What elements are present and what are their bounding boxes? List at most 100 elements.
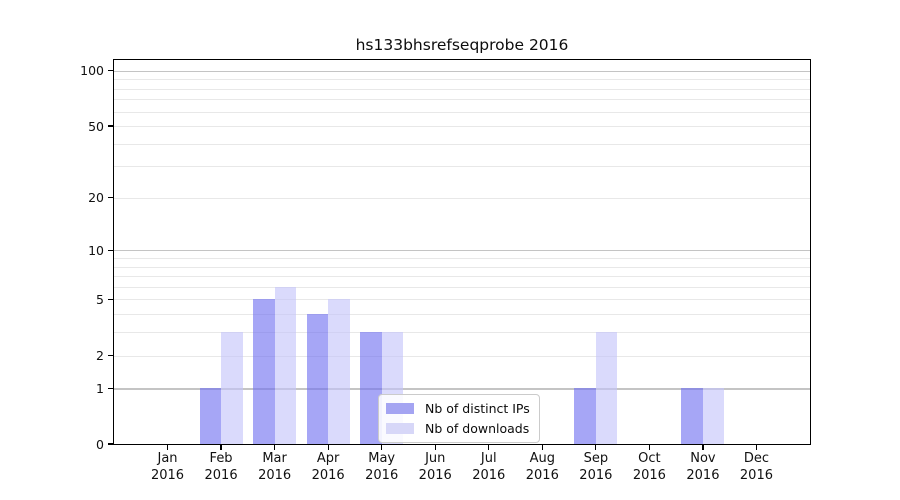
y-axis-tick: [108, 298, 113, 300]
x-tick-year: 2016: [258, 467, 292, 483]
x-axis-tick: [166, 445, 169, 450]
major-gridline: [114, 388, 810, 390]
x-tick-year: 2016: [525, 467, 559, 483]
x-axis-tick: [755, 445, 758, 450]
x-tick-month: May: [368, 451, 396, 466]
bar-distinct-ips-feb: [199, 388, 222, 444]
minor-gridline: [114, 88, 810, 90]
minor-gridline: [114, 276, 810, 278]
minor-gridline: [114, 332, 810, 334]
bar-downloads-feb: [221, 332, 243, 444]
minor-gridline: [114, 286, 810, 288]
legend-label-distinct-ips: Nb of distinct IPs: [425, 401, 530, 416]
bar-distinct-ips-apr: [306, 314, 329, 444]
x-axis-tick-label: Sep 2016: [556, 451, 636, 484]
x-axis-tick-label: Dec 2016: [716, 451, 796, 484]
x-axis-tick-label: Mar 2016: [235, 451, 315, 484]
x-axis-tick: [488, 445, 490, 450]
legend-swatch-distinct-ips: [386, 403, 414, 414]
x-axis-tick-label: Oct 2016: [609, 451, 689, 484]
x-axis-tick: [648, 445, 650, 450]
major-gridline: [114, 250, 810, 252]
x-axis-tick-label: Feb 2016: [181, 451, 261, 484]
x-tick-month: Jan: [157, 451, 178, 466]
x-tick-month: Jul: [480, 451, 497, 466]
y-axis-tick: [108, 197, 113, 199]
x-axis-tick: [274, 445, 276, 450]
x-axis-tick-label: Apr 2016: [288, 451, 368, 484]
x-tick-year: 2016: [686, 467, 720, 483]
x-axis-tick: [327, 445, 329, 450]
minor-gridline: [114, 266, 810, 268]
y-axis-tick: [108, 125, 113, 127]
x-tick-month: Feb: [209, 451, 233, 466]
x-axis-tick: [381, 445, 383, 450]
x-tick-year: 2016: [632, 467, 666, 483]
bar-downloads-nov: [702, 388, 725, 444]
x-tick-month: Jun: [425, 451, 446, 466]
x-tick-year: 2016: [579, 467, 613, 483]
x-tick-month: Oct: [638, 451, 661, 466]
legend-entry-downloads: Nb of downloads: [386, 420, 530, 437]
bar-distinct-ips-may: [360, 332, 382, 444]
x-tick-year: 2016: [150, 467, 185, 483]
minor-gridline: [114, 355, 810, 357]
y-axis-tick-label: 0: [96, 436, 104, 452]
minor-gridline: [114, 314, 810, 316]
minor-gridline: [114, 99, 810, 101]
x-tick-year: 2016: [204, 467, 238, 483]
bar-distinct-ips-nov: [681, 388, 703, 444]
y-axis-tick: [108, 354, 113, 357]
minor-gridline: [114, 126, 810, 128]
x-tick-month: Dec: [743, 451, 770, 466]
y-axis-tick: [108, 387, 113, 389]
major-gridline: [114, 70, 810, 72]
minor-gridline: [114, 197, 810, 199]
x-axis-tick-label: Nov 2016: [663, 451, 743, 484]
y-axis-tick-label: 1: [96, 380, 104, 396]
y-axis-tick-label: 50: [88, 118, 104, 134]
minor-gridline: [114, 79, 810, 81]
bar-downloads-sep: [595, 332, 618, 444]
y-axis-tick-label: 2: [96, 348, 104, 364]
x-axis-tick-label: Jan 2016: [128, 451, 208, 484]
plot-area: Nb of distinct IPs Nb of downloads: [112, 58, 812, 446]
y-axis-tick: [108, 70, 113, 72]
x-tick-month: Sep: [583, 451, 609, 466]
minor-gridline: [114, 258, 810, 259]
y-axis-tick: [108, 443, 113, 445]
legend-entry-distinct-ips: Nb of distinct IPs: [386, 400, 530, 417]
x-axis-tick: [220, 445, 222, 450]
bar-distinct-ips-sep: [574, 388, 596, 444]
y-axis-tick-label: 10: [88, 242, 104, 258]
minor-gridline: [114, 299, 810, 301]
x-tick-year: 2016: [472, 467, 506, 483]
minor-gridline: [114, 166, 810, 168]
x-axis-tick-label: Jul 2016: [449, 451, 529, 484]
x-axis-tick-label: May 2016: [342, 451, 422, 484]
bar-downloads-apr: [328, 299, 350, 444]
x-tick-month: Apr: [316, 451, 340, 466]
x-tick-year: 2016: [365, 467, 399, 483]
x-tick-year: 2016: [739, 467, 773, 483]
x-axis-tick: [595, 445, 597, 450]
legend-swatch-downloads: [386, 423, 414, 434]
chart-title: hs133bhsrefseqprobe 2016: [355, 36, 569, 54]
y-axis-tick-label: 100: [80, 63, 104, 79]
minor-gridline: [114, 111, 810, 113]
bar-distinct-ips-mar: [253, 299, 275, 444]
x-tick-year: 2016: [311, 467, 345, 483]
x-tick-month: Aug: [529, 451, 555, 466]
x-axis-tick-label: Jun 2016: [395, 451, 475, 484]
x-axis-tick-label: Aug 2016: [502, 451, 582, 484]
y-axis-tick-label: 20: [88, 190, 104, 206]
legend-label-downloads: Nb of downloads: [425, 421, 530, 436]
y-axis-tick-label: 5: [96, 291, 104, 307]
x-tick-month: Nov: [690, 451, 716, 466]
y-axis-tick: [108, 249, 113, 251]
x-axis-tick: [434, 445, 436, 450]
x-tick-month: Mar: [262, 451, 287, 466]
legend: Nb of distinct IPs Nb of downloads: [378, 394, 540, 443]
x-tick-year: 2016: [418, 467, 452, 483]
